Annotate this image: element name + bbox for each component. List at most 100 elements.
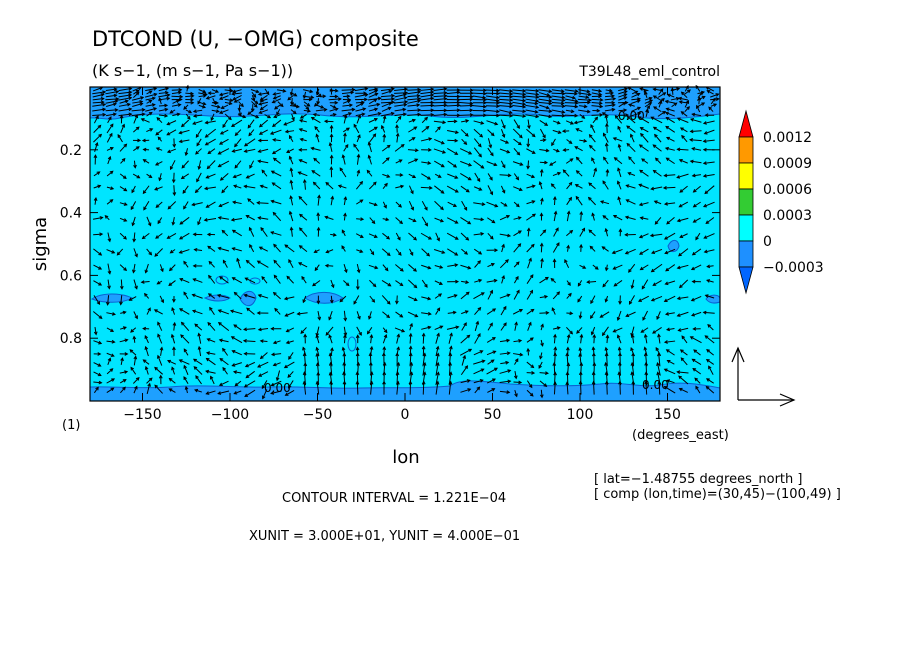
vector-arrowhead [681,335,686,340]
vector-arrowhead [298,262,302,266]
vector-arrowhead [642,316,646,321]
vector-arrow [272,119,282,127]
vector-arrow [368,155,372,165]
vector-arrow [92,98,104,101]
vector-arrow [626,199,636,205]
vector-arrow [408,119,416,123]
vector-arrow [565,95,576,99]
vector-arrowhead [488,144,493,149]
vector-arrow [167,360,177,365]
vector-arrow [576,170,583,177]
vector-arrowhead [218,141,223,145]
vector-arrowhead [501,189,506,194]
vector-arrowhead [591,352,596,357]
vector-arrowhead [443,94,448,98]
vector-arrow [631,107,641,112]
vector-arrowhead [109,146,114,151]
vector-arrowhead [178,250,183,254]
vector-arrow [245,370,255,378]
vector-arrow [198,346,202,357]
vector-arrow [679,201,689,208]
vector-arrowhead [539,168,544,173]
vector-arrowhead [231,229,236,234]
vector-arrowhead [701,102,706,106]
vector-arrow [653,170,662,177]
chart-title: DTCOND (U, −OMG) composite [92,27,419,51]
vector-arrowhead [109,368,114,372]
vector-arrow [291,113,295,121]
vector-arrow [564,92,577,95]
vector-arrowhead [369,371,374,376]
vector-arrow [370,335,373,344]
vector-arrowhead [310,117,315,121]
vector-arrowhead [594,116,599,121]
vector-arrowhead [258,101,263,106]
vector-arrow [92,311,103,319]
vector-arrowhead [417,108,422,112]
vector-arrowhead [519,162,524,166]
vector-arrow [513,261,520,268]
vector-arrowhead [664,312,670,316]
vector-arrow [527,160,530,169]
vector-arrowhead [356,269,361,274]
vector-arrowhead [552,258,557,263]
vector-arrow [381,107,391,112]
vector-arrowhead [428,137,433,141]
vector-arrowhead [436,237,440,242]
vector-arrowhead [302,380,307,385]
vector-arrowhead [641,285,646,290]
vector-arrowhead [665,125,670,130]
vector-arrow [106,327,114,332]
vector-arrowhead [359,180,364,185]
vector-arrowhead [260,226,264,231]
vector-arrowhead [454,263,459,268]
vector-arrowhead [505,259,509,263]
vector-arrowhead [465,280,470,285]
vector-arrowhead [516,289,520,294]
vector-arrow [219,92,229,96]
vector-arrow [692,174,701,177]
vector-arrow [420,94,434,98]
vector-arrowhead [373,234,378,238]
vector-arrow [172,217,175,225]
vector-arrow [651,116,663,124]
vector-arrow [473,248,482,255]
vector-arrowhead [569,158,574,162]
vector-arrowhead [501,243,505,248]
vector-arrowhead [550,183,555,188]
vector-arrowhead [140,280,145,284]
vector-arrow [666,157,675,165]
vector-arrowhead [183,205,187,210]
vector-arrow [577,295,583,303]
vector-arrow [639,248,649,255]
vector-arrow [602,215,609,221]
vector-arrow [303,101,310,107]
vector-arrow [183,348,189,356]
vector-arrowhead [102,102,107,107]
vector-arrow [579,264,586,269]
vector-arrowhead [574,104,579,109]
vector-arrowhead [190,100,195,105]
vector-arrowhead [219,177,224,181]
vector-arrow [631,334,635,344]
vector-arrow [485,109,499,113]
vector-arrow [247,109,255,115]
vector-arrowhead [702,174,707,178]
vector-arrow [169,388,176,393]
vector-arrow [677,371,689,374]
vector-arrow [237,114,246,118]
vector-arrow [690,336,702,344]
vector-arrow [681,111,688,117]
vector-arrowhead [302,371,307,376]
vector-arrow [665,112,675,117]
vector-arrow [614,157,623,165]
vector-arrowhead [272,211,277,216]
vector-arrow [284,296,295,300]
vector-arrowhead [397,115,402,120]
vector-arrow [218,322,230,332]
vector-arrow [421,126,429,133]
vector-arrowhead [666,379,671,383]
vector-arrow [460,334,470,344]
vector-arrowhead [253,103,258,108]
vector-arrow [157,322,163,331]
